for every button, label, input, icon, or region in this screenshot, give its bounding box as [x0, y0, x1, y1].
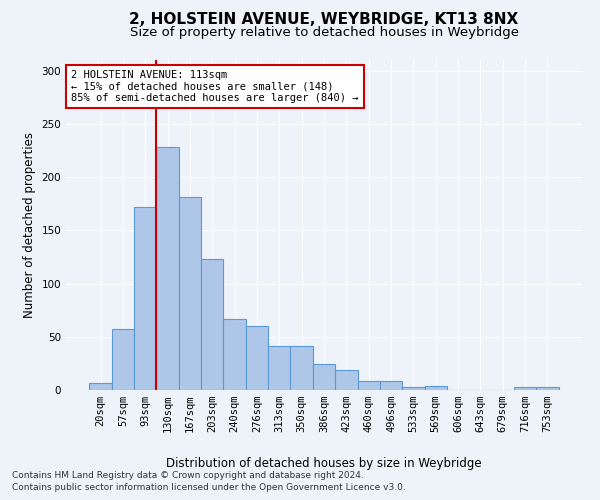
Text: Size of property relative to detached houses in Weybridge: Size of property relative to detached ho… [130, 26, 518, 39]
Bar [112, 330, 134, 390]
Bar [290, 346, 313, 390]
Text: Distribution of detached houses by size in Weybridge: Distribution of detached houses by size … [166, 458, 482, 470]
Bar [201, 259, 223, 390]
Bar [380, 382, 402, 390]
Bar [335, 370, 358, 390]
Y-axis label: Number of detached properties: Number of detached properties [23, 132, 36, 318]
Bar [134, 207, 157, 390]
Bar [313, 364, 335, 390]
Text: 2 HOLSTEIN AVENUE: 113sqm
← 15% of detached houses are smaller (148)
85% of semi: 2 HOLSTEIN AVENUE: 113sqm ← 15% of detac… [71, 70, 359, 103]
Bar [268, 346, 290, 390]
Bar [179, 198, 201, 390]
Bar [223, 318, 246, 390]
Bar [89, 382, 112, 390]
Bar [514, 387, 536, 390]
Text: 2, HOLSTEIN AVENUE, WEYBRIDGE, KT13 8NX: 2, HOLSTEIN AVENUE, WEYBRIDGE, KT13 8NX [130, 12, 518, 28]
Bar [157, 148, 179, 390]
Bar [536, 387, 559, 390]
Text: Contains public sector information licensed under the Open Government Licence v3: Contains public sector information licen… [12, 484, 406, 492]
Bar [358, 382, 380, 390]
Bar [402, 387, 425, 390]
Text: Contains HM Land Registry data © Crown copyright and database right 2024.: Contains HM Land Registry data © Crown c… [12, 471, 364, 480]
Bar [246, 326, 268, 390]
Bar [425, 386, 447, 390]
